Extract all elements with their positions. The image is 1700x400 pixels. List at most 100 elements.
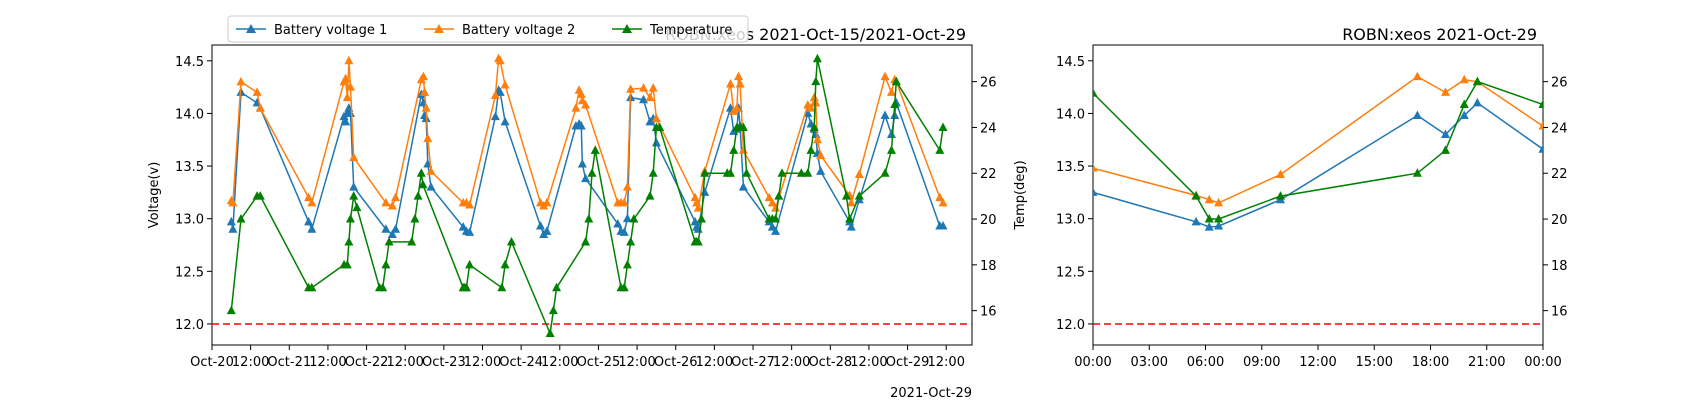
data-point	[886, 145, 896, 154]
y-axis-left: 12.0 12.5 13.0 13.5 14.0 14.5	[175, 55, 212, 333]
data-point	[639, 83, 649, 92]
y-axis-label: Voltage(v)	[147, 162, 162, 229]
data-point	[252, 87, 262, 96]
data-point	[935, 145, 945, 154]
data-point	[692, 197, 702, 207]
series-battery-voltage-1	[1093, 97, 1543, 231]
plot-frame	[1092, 44, 1544, 346]
data-point	[571, 103, 581, 112]
data-point	[495, 55, 505, 65]
data-point	[1093, 187, 1098, 196]
data-point	[381, 197, 391, 207]
x-tick-label: Oct-28	[808, 355, 852, 370]
data-point	[619, 282, 629, 292]
data-point	[391, 192, 401, 202]
data-point	[341, 116, 351, 126]
x-tick-label: 09:00	[1243, 355, 1280, 370]
data-point	[811, 76, 821, 86]
data-point	[738, 182, 748, 191]
x-tick-label: Oct-29	[886, 355, 930, 370]
data-point	[622, 182, 632, 191]
data-point	[938, 221, 948, 230]
data-point	[693, 203, 703, 212]
y-right-tick-label: 20	[1551, 213, 1568, 228]
data-point	[426, 166, 436, 175]
data-point	[384, 236, 394, 246]
y-right-tick-label: 26	[1551, 76, 1568, 91]
data-point	[349, 152, 359, 162]
data-point	[774, 191, 784, 200]
x-tick-label: 12:00	[928, 355, 965, 370]
data-point	[777, 168, 787, 177]
x-tick-label: 12:00	[541, 355, 578, 370]
data-point	[693, 236, 703, 246]
data-point	[500, 116, 510, 126]
data-point	[1538, 144, 1543, 153]
data-point	[1204, 194, 1214, 204]
data-point	[622, 213, 632, 223]
x-axis: Oct-2012:00Oct-2112:00Oct-2212:00Oct-231…	[190, 345, 965, 370]
data-point	[655, 122, 665, 131]
series-group	[226, 53, 948, 338]
legend-entry-temperature: Temperature	[612, 23, 732, 38]
legend: Battery voltage 1 Battery voltage 2 Temp…	[227, 15, 749, 43]
data-point	[304, 192, 314, 202]
y-tick-label: 14.5	[175, 55, 204, 70]
series-line	[230, 58, 944, 337]
data-point	[391, 224, 401, 233]
x-tick-label: 06:00	[1187, 355, 1224, 370]
data-point	[236, 76, 246, 86]
triangle-marker-icon	[622, 24, 632, 33]
x-tick-label: 12:00	[232, 355, 269, 370]
data-point	[548, 305, 558, 315]
x-tick-label: 15:00	[1356, 355, 1393, 370]
legend-frame	[227, 15, 749, 43]
data-point	[771, 203, 781, 212]
series-temperature	[226, 53, 948, 338]
data-point	[629, 214, 639, 223]
data-point	[1191, 216, 1201, 226]
data-point	[349, 191, 359, 200]
data-point	[622, 259, 632, 269]
x-tick-label: Oct-25	[577, 355, 621, 370]
data-point	[420, 87, 430, 96]
data-point	[1214, 214, 1224, 223]
y-tick-label: 13.0	[1056, 213, 1085, 228]
y-right-tick-label: 22	[980, 167, 997, 182]
data-point	[581, 100, 591, 109]
y-axis-right-label: Temp(deg)	[1013, 160, 1028, 230]
data-point	[1459, 110, 1469, 120]
data-point	[645, 191, 655, 200]
y-right-tick-label: 24	[980, 121, 997, 136]
data-point	[421, 103, 431, 112]
data-point	[1472, 76, 1482, 86]
y-tick-label: 14.0	[1056, 107, 1085, 122]
data-point	[696, 214, 706, 223]
data-point	[345, 108, 355, 117]
data-point	[407, 236, 417, 246]
data-point	[342, 259, 352, 269]
data-point	[461, 282, 471, 292]
data-point	[490, 90, 500, 100]
data-point	[413, 191, 423, 200]
data-point	[806, 103, 816, 112]
chart-title: ROBN:xeos 2021-Oct-29	[1342, 25, 1537, 44]
data-point	[545, 328, 555, 338]
series-temperature	[1093, 76, 1543, 223]
series-battery-voltage-2	[1093, 71, 1543, 207]
data-point	[341, 73, 351, 83]
data-point	[587, 168, 597, 177]
data-point	[418, 71, 428, 81]
x-tick-label: 12:00	[386, 355, 423, 370]
data-point	[651, 113, 661, 123]
data-point	[651, 137, 661, 147]
x-tick-label: 00:00	[1524, 355, 1561, 370]
data-point	[767, 197, 777, 207]
y-tick-label: 13.5	[175, 160, 204, 175]
data-point	[880, 71, 890, 81]
data-point	[809, 92, 819, 102]
data-point	[803, 168, 813, 177]
data-point	[490, 111, 500, 121]
data-point	[418, 179, 428, 189]
y-right-tick-label: 18	[980, 259, 997, 274]
